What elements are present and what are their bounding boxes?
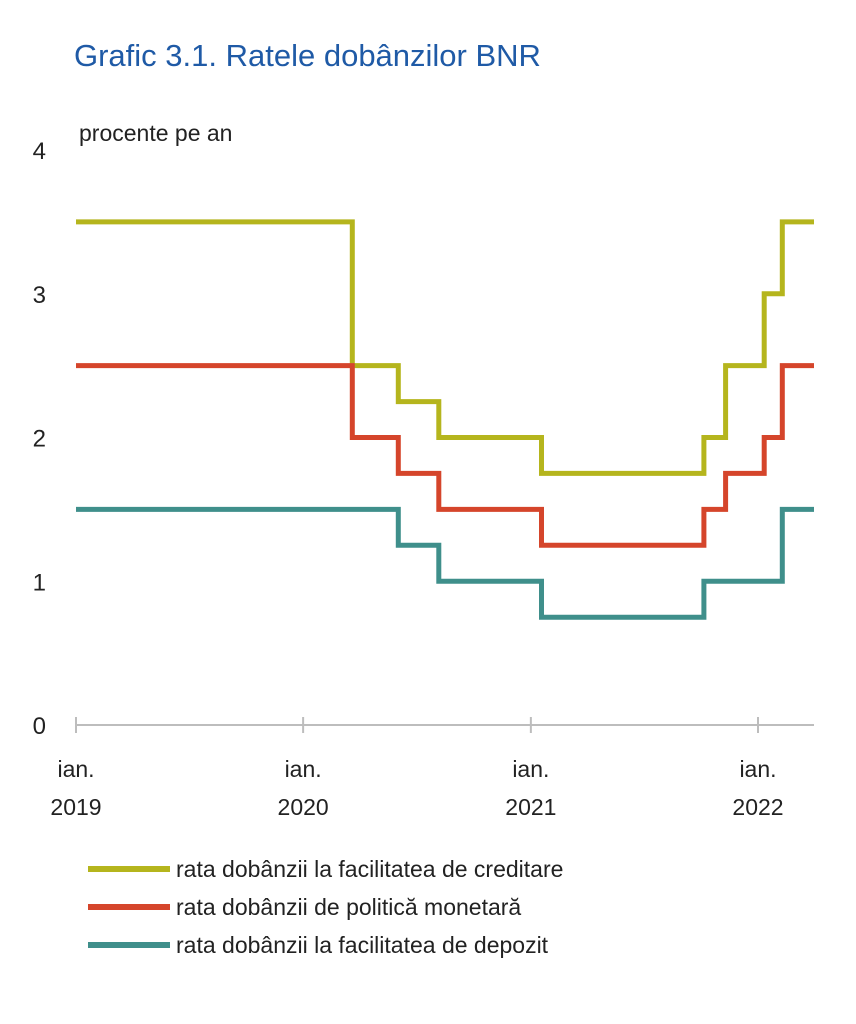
- x-tick-label: 2021: [505, 794, 556, 820]
- series-line-2: [76, 506, 814, 620]
- x-tick-label: 2022: [732, 794, 783, 820]
- legend-label-politica: rata dobânzii de politică monetară: [176, 893, 522, 920]
- y-tick-label: 2: [33, 426, 46, 453]
- chart-legend: rata dobânzii la facilitatea de creditar…: [88, 850, 563, 964]
- x-tick-label: ian.: [285, 756, 322, 782]
- x-tick-label: ian.: [739, 756, 776, 782]
- legend-swatch-politica: [88, 904, 170, 910]
- y-unit-label: procente pe an: [79, 120, 233, 146]
- y-tick-label: 3: [33, 282, 46, 309]
- series-line-0: [76, 219, 814, 476]
- legend-swatch-depozit: [88, 942, 170, 948]
- y-tick-label: 1: [33, 569, 46, 596]
- y-tick-label: 0: [33, 713, 46, 740]
- legend-item-creditare: rata dobânzii la facilitatea de creditar…: [88, 850, 563, 888]
- x-tick-label: 2020: [278, 794, 329, 820]
- legend-item-politica: rata dobânzii de politică monetară: [88, 888, 563, 926]
- legend-label-depozit: rata dobânzii la facilitatea de depozit: [176, 931, 549, 958]
- legend-swatch-creditare: [88, 866, 170, 872]
- y-tick-label: 4: [33, 138, 46, 165]
- series-line-1: [76, 363, 814, 548]
- x-tick-label: ian.: [57, 756, 94, 782]
- chart-title: Grafic 3.1. Ratele dobânzilor BNR: [74, 38, 541, 73]
- legend-label-creditare: rata dobânzii la facilitatea de creditar…: [176, 855, 564, 882]
- x-tick-label: 2019: [50, 794, 101, 820]
- legend-item-depozit: rata dobânzii la facilitatea de depozit: [88, 926, 563, 964]
- x-tick-label: ian.: [512, 756, 549, 782]
